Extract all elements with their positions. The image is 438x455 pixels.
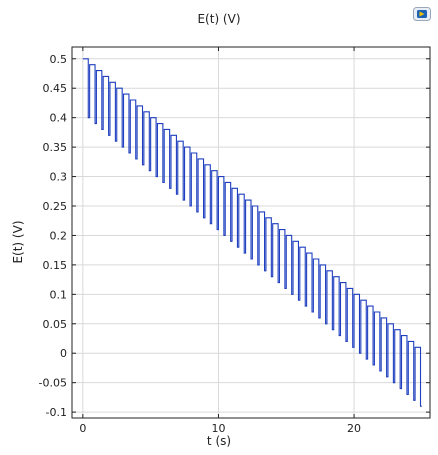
series-line: [82, 58, 422, 407]
comsol-logo-icon: [413, 7, 431, 21]
y-tick-label: 0.4: [50, 112, 68, 125]
y-tick-label: -0.05: [39, 377, 67, 390]
y-tick-label: -0.1: [46, 406, 67, 419]
series-layer: [82, 58, 422, 407]
y-tick-label: 0.25: [43, 200, 68, 213]
x-axis-label: t (s): [206, 434, 232, 448]
y-tick-label: 0: [60, 347, 67, 360]
y-tick-label: 0.3: [50, 171, 68, 184]
y-tick-label: 0.2: [50, 229, 68, 242]
x-tick-label: 0: [79, 422, 86, 435]
ticks-layer: 0.5 0.45 0.4 0.35 0.3 0.25 0.2 0.15 0.1 0.05 0 -0.0…: [39, 47, 430, 435]
grid-lines: [72, 47, 430, 418]
y-tick-label: 0.45: [43, 82, 68, 95]
y-tick-label: 0.1: [50, 288, 68, 301]
x-tick-label: 20: [347, 422, 361, 435]
y-tick-label: 0.15: [43, 259, 68, 272]
y-tick-label: 0.05: [43, 318, 68, 331]
y-tick-label: 0.35: [43, 141, 68, 154]
plot-frame: [71, 46, 431, 419]
y-tick-label: 0.5: [50, 53, 68, 66]
chart-title: E(t) (V): [197, 12, 241, 26]
y-axis-label: E(t) (V): [11, 220, 25, 264]
x-tick-label: 10: [211, 422, 225, 435]
